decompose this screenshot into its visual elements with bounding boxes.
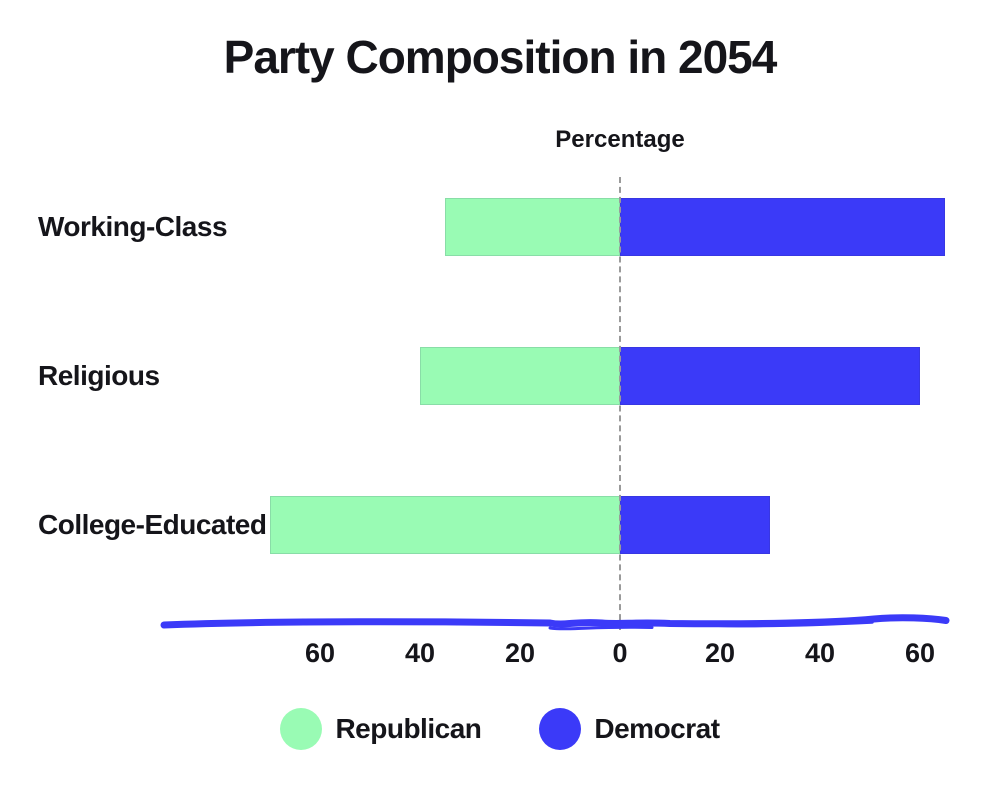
- bar-democrat-religious: [620, 347, 920, 405]
- legend: Republican Democrat: [0, 708, 1000, 750]
- x-tick-right-20: 20: [704, 638, 736, 668]
- bar-republican-college-educated: [270, 496, 620, 554]
- category-label-college-educated: College-Educated: [38, 509, 267, 540]
- democrat-swatch-icon: [539, 708, 582, 750]
- legend-label-republican: Republican: [335, 713, 482, 744]
- legend-label-democrat: Democrat: [594, 713, 720, 744]
- bar-democrat-working-class: [620, 198, 945, 256]
- category-label-religious: Religious: [38, 360, 160, 391]
- x-tick-left-60: 60: [304, 638, 336, 668]
- legend-item-democrat: Democrat: [539, 708, 720, 750]
- chart-title: Party Composition in 2054: [223, 31, 778, 83]
- zero-reference-line: [619, 177, 621, 630]
- x-tick-left-20: 20: [504, 638, 536, 668]
- x-axis-line: [160, 614, 950, 631]
- x-tick-0: 0: [612, 638, 628, 668]
- republican-swatch-icon: [280, 708, 323, 750]
- legend-item-republican: Republican: [280, 708, 482, 750]
- x-axis-title: Percentage: [555, 126, 685, 153]
- bar-democrat-college-educated: [620, 496, 770, 554]
- x-tick-right-40: 40: [804, 638, 836, 668]
- bar-republican-working-class: [445, 198, 620, 256]
- x-tick-left-40: 40: [404, 638, 436, 668]
- category-label-working-class: Working-Class: [38, 211, 228, 242]
- bar-republican-religious: [420, 347, 620, 405]
- x-tick-right-60: 60: [904, 638, 936, 668]
